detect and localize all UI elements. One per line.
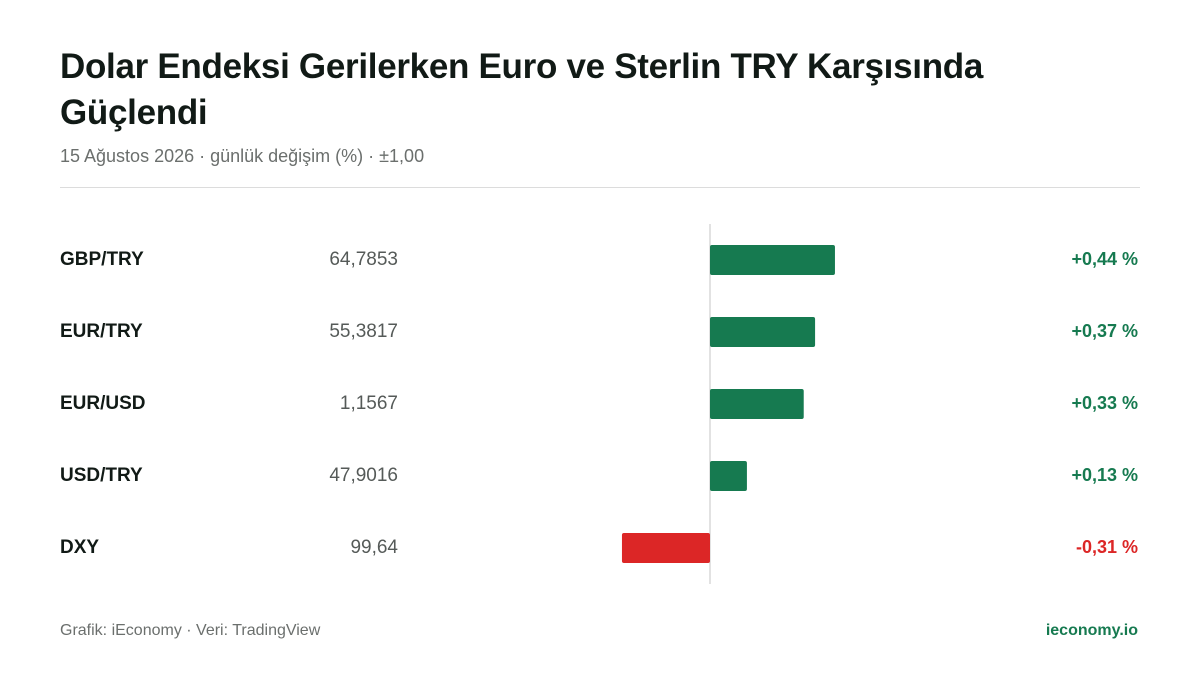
bar: [710, 317, 816, 347]
category-label: EUR/TRY: [60, 321, 143, 342]
divider: [60, 187, 1140, 188]
value-label: +0,44 %: [1071, 249, 1138, 269]
value-label: +0,13 %: [1071, 465, 1138, 485]
price: 47,9016: [329, 465, 398, 486]
chart-subtitle: 15 Ağustos 2026 · günlük değişim (%) · ±…: [60, 146, 425, 166]
chart-title: Dolar Endeksi Gerilerken Euro ve Sterlin…: [60, 47, 984, 132]
bar: [710, 389, 804, 419]
value-label: +0,37 %: [1071, 321, 1138, 341]
bar: [621, 533, 710, 563]
bar: [710, 245, 835, 275]
category-label: DXY: [60, 537, 99, 558]
price: 64,7853: [329, 249, 398, 270]
category-label: GBP/TRY: [60, 249, 144, 270]
price: 1,1567: [340, 393, 398, 414]
value-label: +0,33 %: [1071, 393, 1138, 413]
price: 55,3817: [329, 321, 398, 342]
brand: ieconomy.io: [1046, 622, 1138, 639]
bar: [710, 461, 747, 491]
source: Grafik: iEconomy · Veri: TradingView: [60, 622, 321, 639]
price: 99,64: [350, 537, 398, 558]
category-label: EUR/USD: [60, 393, 146, 414]
value-label: -0,31 %: [1076, 537, 1138, 557]
category-label: USD/TRY: [60, 465, 143, 486]
